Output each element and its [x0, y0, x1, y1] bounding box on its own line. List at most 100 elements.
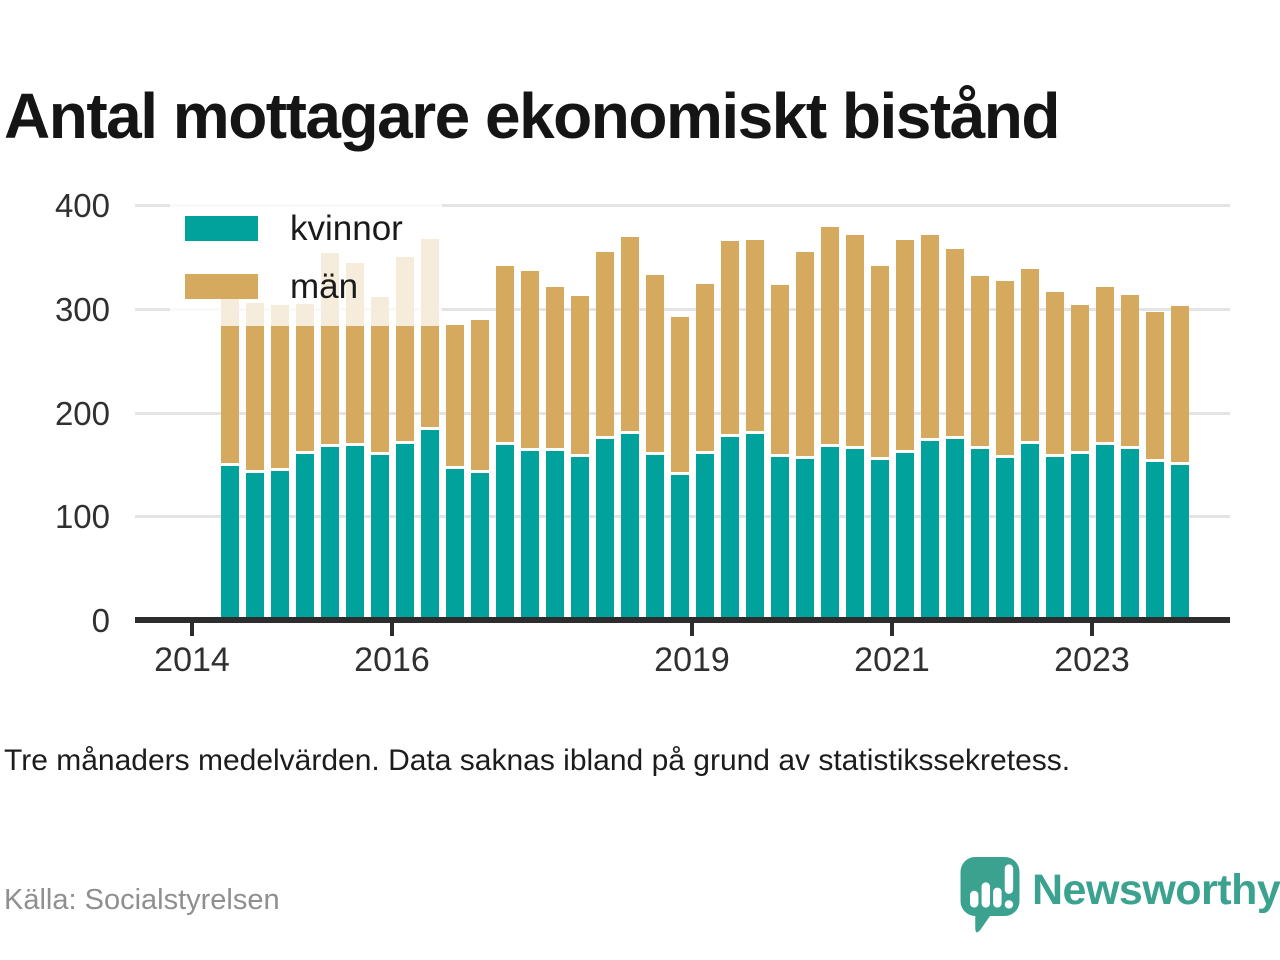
- bar-segment-kvinnor: [370, 455, 389, 620]
- bar-segment-kvinnor: [1120, 448, 1139, 620]
- bar-segment-man: [1020, 269, 1039, 441]
- bar-segment-kvinnor: [470, 472, 489, 620]
- bar-segment-man: [870, 266, 889, 458]
- bar-segment-man: [645, 274, 664, 453]
- footnote: Tre månaders medelvärden. Data saknas ib…: [4, 744, 1071, 777]
- bar-segment-kvinnor: [520, 450, 539, 620]
- exclamation-bar: [1004, 864, 1014, 894]
- legend: kvinnor män: [170, 198, 442, 326]
- bar-segment-kvinnor: [570, 457, 589, 620]
- bar-segment-man: [845, 235, 864, 446]
- bar-segment-kvinnor: [345, 445, 364, 620]
- source-attribution: Källa: Socialstyrelsen: [4, 884, 280, 916]
- bar-segment-man: [220, 298, 239, 464]
- bar-segment-kvinnor: [970, 448, 989, 620]
- bar-segment-man: [445, 325, 464, 466]
- bar-segment-kvinnor: [245, 472, 264, 620]
- y-tick-label: 100: [54, 498, 110, 536]
- bar-segment-kvinnor: [645, 455, 664, 620]
- bar-segment-man: [545, 286, 564, 448]
- bar-segment-kvinnor: [845, 448, 864, 620]
- bar-segment-kvinnor: [1145, 462, 1164, 620]
- bar-segment-man: [695, 283, 714, 451]
- bar-segment-man: [1045, 292, 1064, 455]
- bar-segment-kvinnor: [920, 440, 939, 620]
- bar-segment-kvinnor: [720, 437, 739, 620]
- bar-segment-kvinnor: [545, 450, 564, 620]
- newsworthy-bubble-icon: [960, 857, 1020, 933]
- brand-logo: Newsworthy: [958, 856, 1280, 940]
- x-tick: [690, 623, 694, 636]
- legend-label: kvinnor: [290, 208, 403, 248]
- bar-segment-man: [795, 251, 814, 457]
- bar-segment-kvinnor: [895, 452, 914, 620]
- x-tick: [390, 623, 394, 636]
- bar-segment-man: [1145, 311, 1164, 460]
- bar-segment-kvinnor: [270, 470, 289, 620]
- bar-segment-kvinnor: [770, 457, 789, 620]
- bar-segment-kvinnor: [295, 454, 314, 620]
- x-tick-label: 2016: [354, 641, 430, 679]
- bar-segment-man: [770, 284, 789, 455]
- y-tick-label: 300: [54, 290, 110, 328]
- bar-segment-man: [745, 240, 764, 432]
- bar-segment-kvinnor: [320, 446, 339, 620]
- bar-segment-man: [995, 280, 1014, 456]
- bar-segment-man: [370, 297, 389, 453]
- x-tick: [1090, 623, 1094, 636]
- bar-segment-man: [270, 304, 289, 468]
- legend-item-kvinnor: kvinnor: [185, 208, 403, 248]
- bar-segment-kvinnor: [670, 474, 689, 620]
- y-tick-label: 200: [54, 394, 110, 432]
- bar-segment-man: [620, 237, 639, 432]
- bar-segment-kvinnor: [1095, 444, 1114, 620]
- y-tick-label: 400: [54, 187, 110, 224]
- bar-segment-kvinnor: [220, 466, 239, 620]
- bar-segment-kvinnor: [995, 458, 1014, 620]
- mini-bar-3: [993, 887, 1002, 908]
- bar-segment-kvinnor: [795, 459, 814, 620]
- bar-segment-kvinnor: [595, 439, 614, 620]
- bar-segment-man: [470, 320, 489, 470]
- mini-bar-2: [981, 882, 990, 908]
- legend-label: män: [290, 266, 359, 306]
- bar-segment-kvinnor: [745, 434, 764, 620]
- x-tick: [190, 623, 194, 636]
- gridline: [135, 204, 1230, 207]
- bar-segment-kvinnor: [695, 454, 714, 620]
- bar-segment-man: [570, 296, 589, 455]
- bar-segment-man: [595, 251, 614, 437]
- bar-segment-man: [1070, 304, 1089, 451]
- bar-segment-kvinnor: [1020, 443, 1039, 620]
- bar-segment-man: [920, 235, 939, 438]
- bar-segment-kvinnor: [1170, 465, 1189, 620]
- bar-segment-kvinnor: [420, 430, 439, 620]
- x-tick-label: 2023: [1054, 641, 1130, 679]
- bar-segment-man: [1120, 295, 1139, 446]
- x-axis-line: [135, 617, 1230, 623]
- x-tick: [890, 623, 894, 636]
- bar-segment-kvinnor: [445, 468, 464, 620]
- kvinnor-swatch-icon: [185, 215, 258, 241]
- bar-segment-man: [520, 271, 539, 448]
- bar-segment-man: [970, 275, 989, 446]
- bar-segment-kvinnor: [1070, 454, 1089, 620]
- man-swatch-icon: [185, 273, 258, 299]
- bar-segment-man: [720, 241, 739, 435]
- page-title: Antal mottagare ekonomiskt bistånd: [4, 79, 1060, 152]
- bar-segment-kvinnor: [870, 460, 889, 620]
- brand-name: Newsworthy: [1032, 866, 1280, 914]
- x-tick-label: 2019: [654, 641, 730, 679]
- x-tick-label: 2014: [154, 641, 230, 679]
- mini-bar-1: [970, 890, 979, 908]
- bar-segment-kvinnor: [945, 439, 964, 620]
- bar-segment-man: [820, 226, 839, 444]
- exclamation-dot: [1004, 900, 1014, 909]
- bar-segment-man: [495, 266, 514, 442]
- bar-segment-kvinnor: [395, 443, 414, 620]
- x-tick-label: 2021: [854, 641, 930, 679]
- bar-segment-man: [945, 248, 964, 437]
- bar-segment-man: [670, 317, 689, 472]
- bar-segment-man: [245, 302, 264, 470]
